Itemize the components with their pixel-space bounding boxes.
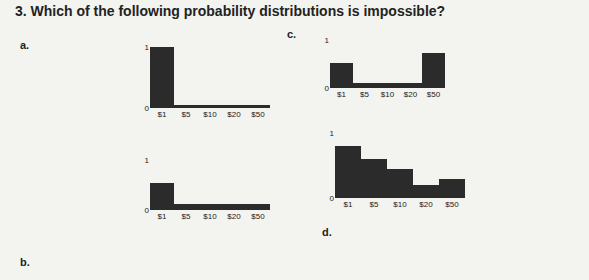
svg-text:0: 0 <box>145 104 150 113</box>
svg-text:0: 0 <box>325 84 330 93</box>
svg-text:$5: $5 <box>360 90 369 99</box>
svg-text:0: 0 <box>145 206 150 215</box>
svg-text:$20: $20 <box>419 200 433 209</box>
svg-text:$10: $10 <box>393 200 407 209</box>
svg-text:a.: a. <box>20 39 29 51</box>
svg-text:c.: c. <box>287 28 296 40</box>
svg-text:$50: $50 <box>445 200 459 209</box>
svg-text:$10: $10 <box>203 110 217 119</box>
svg-text:$20: $20 <box>404 90 418 99</box>
svg-text:1: 1 <box>145 43 150 52</box>
svg-text:1: 1 <box>330 129 335 138</box>
svg-text:$50: $50 <box>427 90 441 99</box>
svg-text:$1: $1 <box>337 90 346 99</box>
svg-text:b.: b. <box>20 256 30 268</box>
svg-text:$1: $1 <box>158 110 167 119</box>
svg-text:$50: $50 <box>251 110 265 119</box>
svg-text:$5: $5 <box>182 212 191 221</box>
svg-text:1: 1 <box>325 36 330 45</box>
svg-text:0: 0 <box>330 194 335 203</box>
svg-text:$50: $50 <box>251 212 265 221</box>
svg-text:$5: $5 <box>182 110 191 119</box>
svg-text:3. Which of the following prob: 3. Which of the following probability di… <box>15 3 445 19</box>
svg-text:$5: $5 <box>370 200 379 209</box>
svg-text:$1: $1 <box>158 212 167 221</box>
svg-text:$20: $20 <box>227 212 241 221</box>
svg-text:1: 1 <box>145 156 150 165</box>
svg-text:$20: $20 <box>227 110 241 119</box>
svg-text:$10: $10 <box>381 90 395 99</box>
svg-text:$1: $1 <box>344 200 353 209</box>
svg-text:d.: d. <box>322 226 332 238</box>
svg-text:$10: $10 <box>203 212 217 221</box>
